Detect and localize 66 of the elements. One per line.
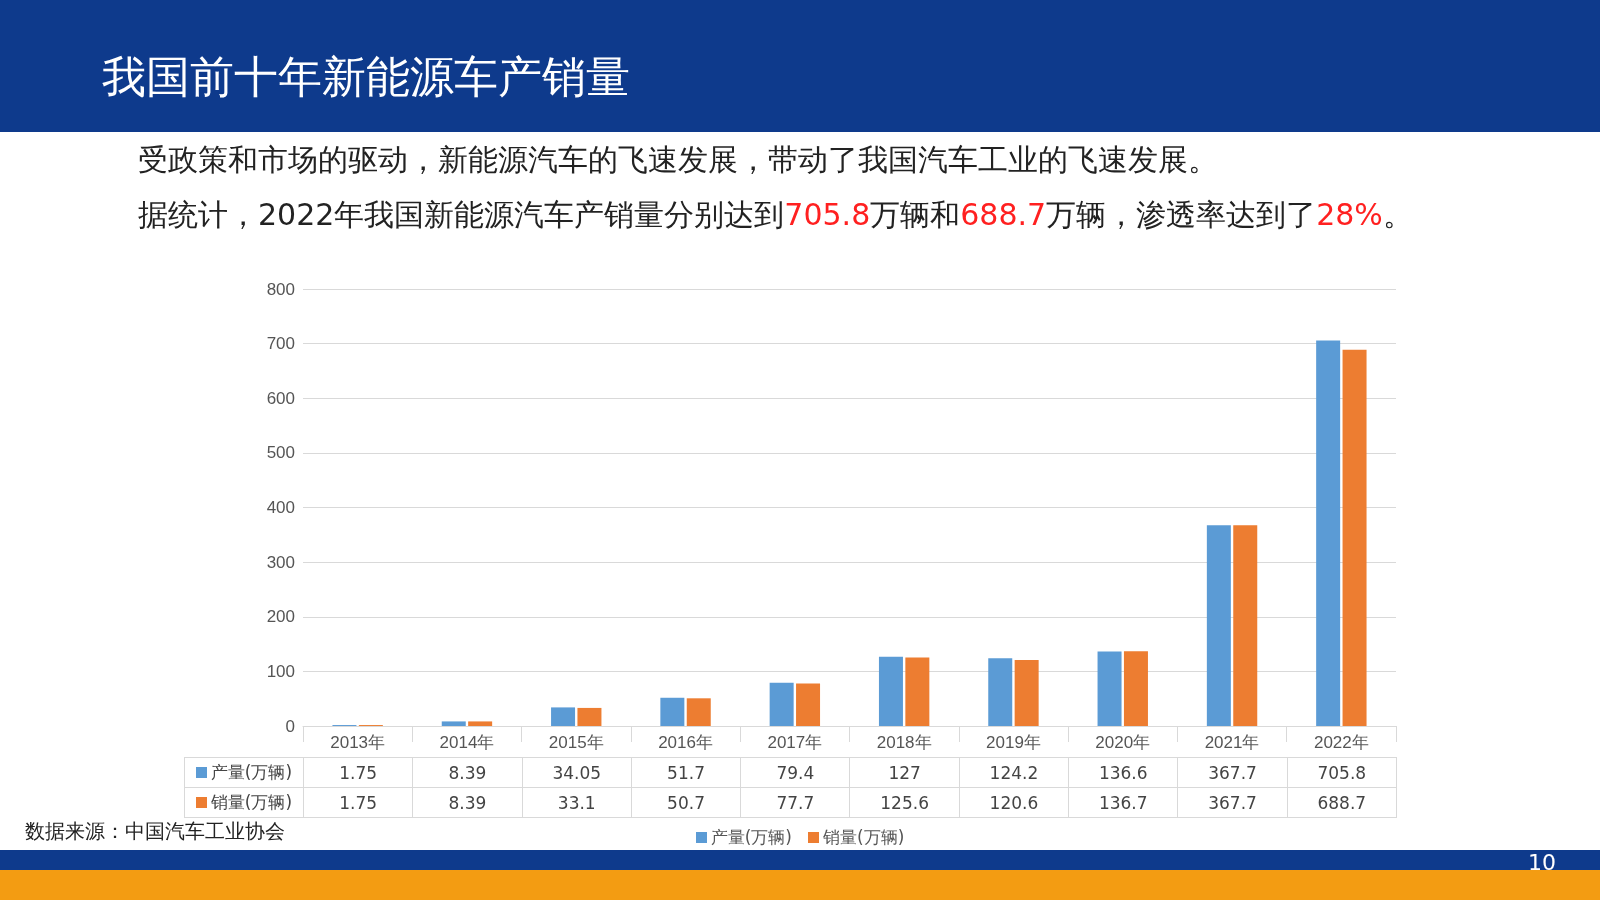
bar — [577, 707, 602, 726]
data-label: 125.6 — [849, 787, 960, 818]
x-tick-label: 2015年 — [548, 733, 604, 752]
data-label: 124.2 — [959, 757, 1069, 788]
y-tick-label: 600 — [266, 388, 295, 408]
bar — [1342, 349, 1367, 726]
x-tick-label: 2016年 — [658, 733, 713, 752]
bar — [769, 682, 794, 726]
data-label: 367.7 — [1177, 787, 1288, 818]
bar — [468, 721, 493, 726]
data-label: 33.1 — [522, 787, 632, 818]
chart-title: 我国前十年新能源车产销量 — [102, 50, 630, 104]
bar — [1123, 651, 1148, 726]
bar — [1097, 651, 1122, 726]
y-tick-label: 700 — [266, 334, 295, 354]
bar — [551, 707, 576, 726]
y-tick-label: 500 — [266, 443, 295, 463]
data-label: 120.6 — [959, 787, 1069, 818]
bar — [1316, 340, 1341, 726]
bar — [988, 658, 1013, 726]
data-label: 51.7 — [631, 757, 741, 788]
x-tick-label: 2013年 — [330, 733, 386, 752]
bar — [686, 698, 711, 726]
data-label: 79.4 — [740, 757, 850, 788]
text: 10 — [1528, 850, 1556, 875]
data-label: 136.7 — [1068, 787, 1178, 818]
text: 据统计，2022年我国新能源汽车产销量分别达到705.8万辆和688.7万辆，渗透率达到了28%。 — [138, 196, 1413, 234]
data-label: 8.39 — [412, 757, 523, 788]
y-tick-label: 0 — [285, 716, 295, 736]
data-label: 136.6 — [1068, 757, 1178, 788]
data-label: 77.7 — [740, 787, 850, 818]
bar — [1206, 525, 1231, 726]
x-tick-label: 2019年 — [986, 733, 1041, 752]
bar — [905, 657, 930, 726]
bar — [1014, 660, 1039, 726]
x-tick-label: 2020年 — [1095, 733, 1151, 752]
y-tick-label: 400 — [266, 498, 295, 517]
data-label: 705.8 — [1287, 757, 1397, 788]
text: 产量(万辆) — [710, 827, 792, 847]
data-label: 8.39 — [412, 787, 523, 818]
x-tick-label: 2017年 — [767, 733, 823, 752]
text: 销量(万辆) — [823, 827, 905, 847]
y-tick-label: 300 — [266, 552, 295, 572]
y-tick-label: 800 — [266, 279, 295, 299]
chart-subtitle: 受政策和市场的驱动，新能源汽车的飞速发展，带动了我国汽车工业的飞速发展。 — [138, 141, 1218, 179]
bar — [660, 697, 685, 726]
data-label: 1.75 — [303, 757, 413, 788]
data-label: 34.05 — [522, 757, 632, 788]
bar — [1233, 525, 1258, 726]
data-label: 688.7 — [1287, 787, 1397, 818]
y-tick-label: 200 — [266, 607, 295, 627]
y-tick-label: 100 — [266, 661, 295, 681]
bar — [441, 721, 466, 726]
source-note: 数据来源：中国汽车工业协会 — [25, 818, 285, 845]
data-label: 50.7 — [631, 787, 741, 818]
bar — [878, 656, 903, 726]
data-label: 1.75 — [303, 787, 413, 818]
bar — [796, 683, 821, 726]
legend-label: 销量(万辆) — [184, 787, 304, 818]
x-tick-label: 2022年 — [1313, 733, 1369, 752]
x-tick-label: 2021年 — [1204, 733, 1260, 752]
data-label: 127 — [849, 757, 960, 788]
x-tick-label: 2014年 — [439, 733, 495, 752]
legend-label: 产量(万辆) — [184, 757, 304, 788]
data-label: 367.7 — [1177, 757, 1288, 788]
x-tick-label: 2018年 — [876, 733, 932, 752]
